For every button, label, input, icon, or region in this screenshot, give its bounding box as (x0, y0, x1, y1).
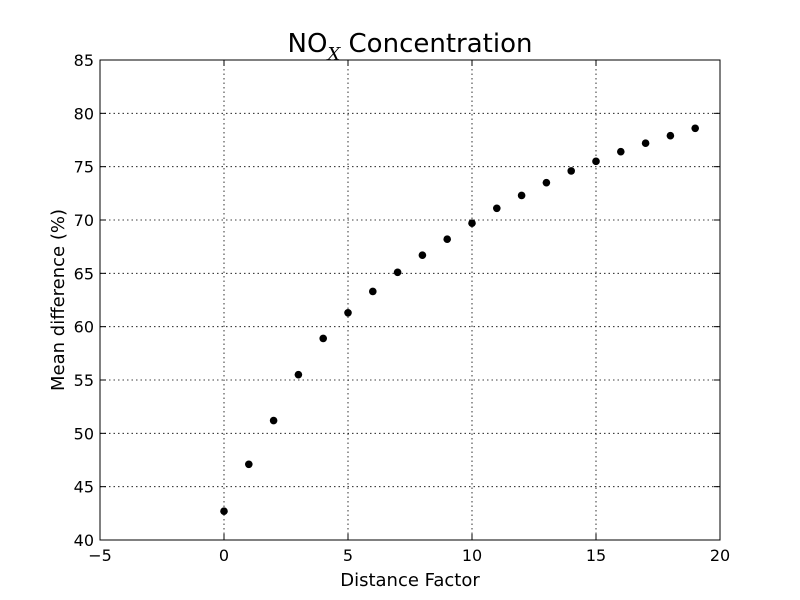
chart-title-subscript: X (325, 44, 341, 65)
chart-title: NOX Concentration (288, 29, 533, 65)
data-point (641, 139, 650, 147)
data-point (443, 235, 452, 243)
data-point (468, 219, 476, 227)
plot-frame (99, 59, 721, 541)
chart-title-suffix: Concentration (340, 29, 532, 59)
ticks: −5 0 5 10 15 20 40 45 50 55 60 65 70 75 80 85 (74, 51, 731, 565)
y-tick-label: 80 (74, 104, 94, 123)
data-point (567, 167, 575, 175)
y-tick-label: 55 (74, 371, 94, 390)
data-point (220, 507, 228, 515)
data-point (245, 460, 253, 469)
data-point (691, 124, 699, 133)
chart-title-main: NO (288, 29, 328, 59)
data-point (617, 147, 625, 156)
data-point (269, 416, 278, 425)
data-point (294, 370, 303, 379)
data-point (369, 287, 377, 296)
x-tick-label: 0 (219, 546, 229, 565)
data-point (666, 131, 675, 140)
data-point (393, 268, 402, 277)
data-point (517, 191, 526, 200)
y-tick-label: 85 (74, 51, 94, 70)
y-tick-label: 70 (74, 211, 94, 230)
data-point (319, 334, 328, 343)
y-tick-label: 60 (74, 318, 94, 337)
y-tick-label: 65 (74, 264, 94, 283)
y-tick-label: 45 (74, 478, 94, 497)
x-tick-label: 10 (462, 546, 482, 565)
y-tick-label: 50 (74, 424, 94, 443)
grid (100, 60, 720, 540)
data-point (542, 178, 551, 187)
x-tick-label: 20 (710, 546, 730, 565)
data-point (344, 309, 352, 317)
data-point (418, 251, 427, 259)
data-points (220, 124, 699, 515)
y-axis-label: Mean difference (%) (48, 209, 69, 391)
x-tick-label: −5 (88, 546, 112, 565)
y-tick-label: 40 (74, 531, 94, 550)
data-point (493, 204, 501, 213)
data-point (592, 157, 600, 166)
x-axis-label: Distance Factor (340, 570, 480, 591)
y-tick-label: 75 (74, 158, 94, 177)
x-tick-label: 5 (343, 546, 353, 565)
x-tick-label: 15 (586, 546, 606, 565)
